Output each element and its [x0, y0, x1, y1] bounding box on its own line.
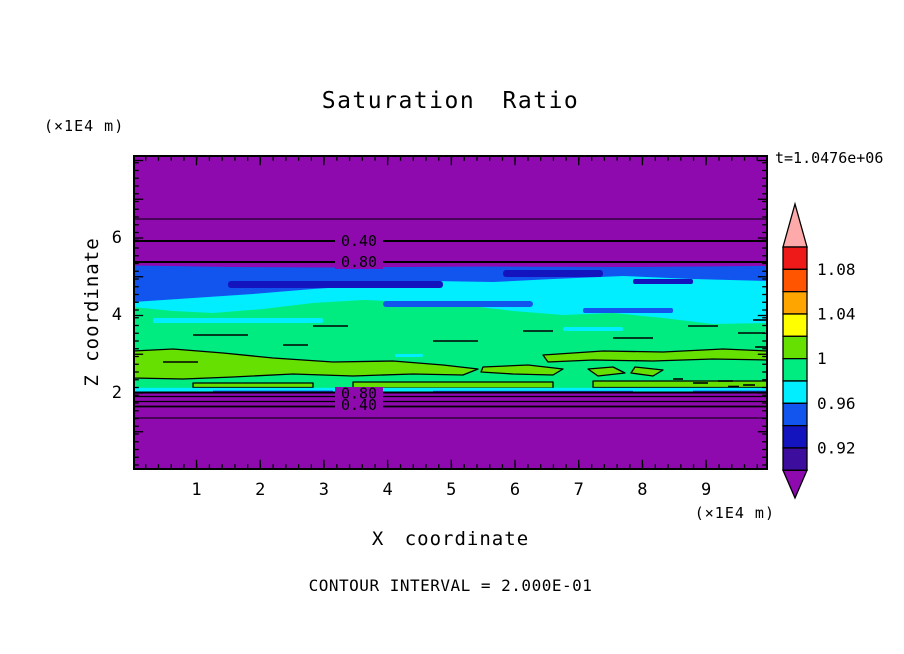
contour-label-bg	[335, 234, 383, 248]
x-axis-unit-label: (×1E4 m)	[694, 504, 775, 522]
top-contour-lines: 0.40 0.80	[133, 218, 768, 271]
contour-label-top-080: 0.80	[341, 253, 377, 271]
x-axis-title: X coordinate	[371, 528, 530, 550]
colorbar-bottom-arrow	[782, 469, 808, 500]
cyan-streaks	[153, 318, 623, 357]
x-tick-label-1: 1	[191, 480, 202, 500]
band-purple-bottom	[133, 392, 768, 470]
x-tick-label-5: 5	[446, 480, 457, 500]
x-tick-label-7: 7	[573, 480, 584, 500]
y-tick-label-2: 2	[111, 383, 122, 403]
contour-label-bottom-040: 0.40	[341, 396, 377, 414]
x-tick-label-9: 9	[700, 480, 712, 500]
x-tick-label-4: 4	[382, 480, 393, 500]
bottom-contour-lines: 0.80 0.40	[133, 385, 768, 419]
x-tick-label-2: 2	[255, 480, 266, 500]
colorbar-segments	[782, 201, 808, 500]
contour-label-bottom-080: 0.80	[341, 385, 377, 403]
colorbar-label-100: 1	[817, 349, 827, 368]
contour-plot-canvas: 0.40 0.80 0.80 0.40	[133, 155, 768, 470]
contour-label-top-040: 0.40	[341, 232, 377, 250]
colorbar-label-092: 0.92	[817, 438, 856, 457]
band-purple-top	[133, 155, 768, 268]
strip-cyan-bottom	[133, 387, 768, 393]
colorbar-labels: 1.08 1.04 1 0.96 0.92	[817, 260, 856, 457]
colorbar-top-arrow	[782, 201, 808, 248]
chartreuse-streaks	[133, 348, 768, 389]
y-tick-label-6: 6	[111, 228, 122, 248]
plot-border	[133, 155, 768, 470]
time-annotation: t=1.0476e+06	[775, 149, 884, 167]
contour-dashes	[163, 319, 767, 388]
colorbar-label-108: 1.08	[817, 260, 856, 279]
blue-streaks	[383, 301, 673, 313]
x-tick-label-6: 6	[509, 480, 521, 500]
contour-label-bg	[335, 398, 383, 412]
x-tick-label-3: 3	[318, 480, 330, 500]
y-axis-unit-label: (×1E4 m)	[44, 117, 125, 135]
colorbar-label-104: 1.04	[817, 305, 856, 324]
contour-label-bg	[335, 387, 383, 400]
contour-interval-note: CONTOUR INTERVAL = 2.000E-01	[308, 576, 593, 595]
colorbar-label-096: 0.96	[817, 394, 856, 413]
colorbar: 1.08 1.04 1 0.96 0.92	[782, 201, 856, 500]
axis-tick-marks	[134, 156, 767, 469]
y-tick-label-4: 4	[111, 305, 122, 325]
contour-label-bg	[335, 255, 383, 269]
navy-streaks	[228, 270, 693, 288]
x-tick-label-8: 8	[637, 480, 648, 500]
page-title: Saturation Ratio	[321, 88, 580, 114]
